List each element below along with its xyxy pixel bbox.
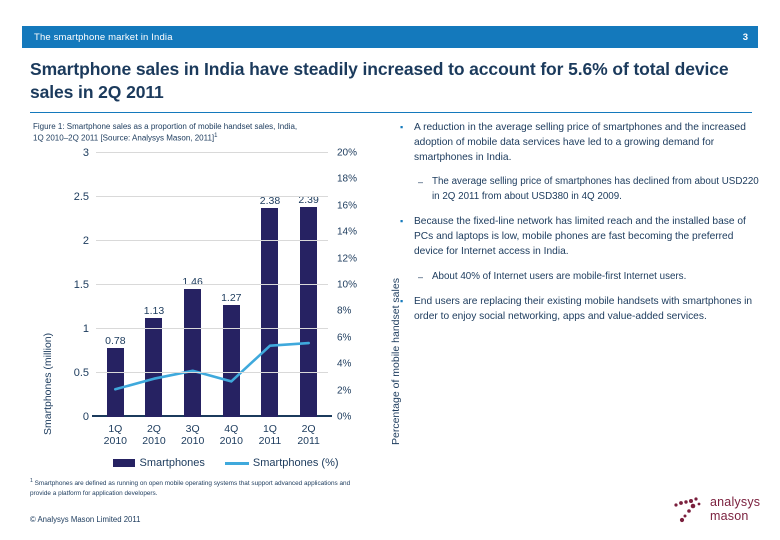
legend-item-line: Smartphones (%) xyxy=(224,457,339,469)
gridline xyxy=(96,196,328,197)
legend-label-line: Smartphones (%) xyxy=(252,457,339,469)
bar-series: 0.78 1.13 1.46 1.27 2.38 2.39 xyxy=(96,153,328,417)
bullet-text: The average selling price of smartphones… xyxy=(432,176,759,202)
bar-column: 1.13 xyxy=(135,153,174,417)
page-number: 3 xyxy=(742,31,748,43)
logo-wordmark-line1: analysys xyxy=(710,495,761,509)
legend-swatch-bar-icon xyxy=(113,459,136,467)
bar-value-label: 1.27 xyxy=(221,292,242,305)
gridline xyxy=(96,240,328,241)
bar xyxy=(300,206,318,417)
bullet: ▪ Because the fixed-line network has limi… xyxy=(400,214,765,259)
y-axis-tick-right: 0% xyxy=(337,411,352,423)
breadcrumb: The smartphone market in India xyxy=(34,31,173,43)
y-axis-tick-right: 10% xyxy=(337,279,358,291)
y-axis-tick-left: 3 xyxy=(82,147,89,159)
header-bar: The smartphone market in India 3 xyxy=(22,26,758,48)
y-axis-tick-left: 0 xyxy=(82,411,89,423)
y-axis-tick-right: 14% xyxy=(337,226,358,238)
y-axis-tick-right: 6% xyxy=(337,332,352,344)
bullet-marker-icon: ▪ xyxy=(400,122,404,132)
bullet-marker-icon: ▪ xyxy=(400,216,404,227)
bullet: ▪ A reduction in the average selling pric… xyxy=(400,120,765,165)
y-axis-tick-right: 12% xyxy=(337,253,358,265)
x-axis-labels: 1Q 2010 2Q 2010 3Q 2010 4Q 2010 1Q 2011 2Q 2011 xyxy=(96,423,328,448)
y-axis-tick-right: 2% xyxy=(337,385,352,397)
y-axis-tick-left: 2.5 xyxy=(73,191,89,203)
bar xyxy=(184,288,202,417)
bullet-text: About 40% of Internet users are mobile-f… xyxy=(432,270,687,282)
bullet: ▪ End users are replacing their existing … xyxy=(400,294,765,324)
y-axis-tick-right: 8% xyxy=(337,305,352,317)
bar xyxy=(261,207,279,417)
page-title: Smartphone sales in India have steadily … xyxy=(30,59,729,103)
bullet-marker-icon: – xyxy=(418,271,424,282)
bar-value-label: 1.13 xyxy=(143,304,165,317)
gridline xyxy=(96,328,328,329)
gridline xyxy=(96,152,328,153)
line-series xyxy=(96,153,328,417)
x-axis-tick-label: 4Q 2010 xyxy=(219,423,243,448)
x-axis-tick-label: 1Q 2010 xyxy=(103,423,127,448)
bar-value-label: 0.78 xyxy=(105,335,126,348)
y-axis-tick-right: 16% xyxy=(337,200,358,212)
footnote-text: Smartphones are defined as running on op… xyxy=(30,480,351,497)
y-axis-tick-right: 4% xyxy=(337,358,352,370)
bullet-text: End users are replacing their existing m… xyxy=(414,296,753,323)
y-axis-tick-left: 1 xyxy=(82,323,89,335)
legend-label-bars: Smartphones xyxy=(139,457,205,469)
bar xyxy=(145,317,163,417)
body-bullets: ▪ A reduction in the average selling pric… xyxy=(400,120,765,334)
y-axis-tick-right: 20% xyxy=(337,147,358,159)
bar xyxy=(106,348,124,417)
bar xyxy=(222,305,240,417)
bar-column: 0.78 xyxy=(96,153,135,417)
footnote-marker: 1 xyxy=(30,478,33,484)
bullet-marker-icon: ▪ xyxy=(400,296,404,307)
figure-caption-line2: 1Q 2010–2Q 2011 [Source: Analysys Mason,… xyxy=(33,134,215,144)
y-axis-tick-left: 1.5 xyxy=(73,279,89,291)
analysys-mason-logo: analysys mason xyxy=(672,495,768,531)
bullet-text: Because the fixed-line network has limit… xyxy=(414,216,746,258)
line-path xyxy=(115,343,308,389)
chart: Smartphones (million) Percentage of mobi… xyxy=(30,145,402,469)
logo-wordmark-line2: mason xyxy=(710,508,749,523)
x-axis-tick-label: 2Q 2011 xyxy=(297,423,320,448)
title-divider xyxy=(30,112,752,113)
sub-bullet: – The average selling price of smartphone… xyxy=(418,175,765,204)
logo-dots-icon xyxy=(674,497,701,523)
figure-caption: Figure 1: Smartphone sales as a proporti… xyxy=(33,121,383,144)
copyright: © Analysys Mason Limited 2011 xyxy=(30,515,141,524)
y-axis-tick-left: 0.5 xyxy=(73,367,89,379)
x-axis-tick-label: 2Q 2010 xyxy=(142,423,166,448)
bar-column: 1.27 xyxy=(212,153,251,417)
legend-item-bars: Smartphones xyxy=(113,457,205,469)
legend-swatch-line-icon xyxy=(224,461,249,465)
y-axis-tick-left: 2 xyxy=(82,235,89,247)
bar-value-label: 2.38 xyxy=(259,194,281,207)
gridline xyxy=(96,372,328,373)
bullet-text: A reduction in the average selling price… xyxy=(414,122,746,164)
bullet-marker-icon: – xyxy=(418,177,424,188)
x-axis-tick-label: 1Q 2011 xyxy=(258,423,282,448)
bar-column: 2.38 xyxy=(251,153,290,417)
gridline xyxy=(96,284,328,285)
figure-caption-footnote-marker: 1 xyxy=(214,133,218,140)
x-axis-line xyxy=(92,414,332,417)
y-axis-label-left: Smartphones (million) xyxy=(42,332,54,435)
sub-bullet: – About 40% of Internet users are mobile-… xyxy=(418,270,765,285)
figure-caption-line1: Figure 1: Smartphone sales as a proporti… xyxy=(33,122,298,131)
footnote: 1 Smartphones are defined as running on … xyxy=(30,478,360,498)
chart-legend: Smartphones Smartphones (%) xyxy=(96,457,356,469)
plot-area: 0.78 1.13 1.46 1.27 2.38 2.39 0 0.5 1 1.5 2 2.5 3 0%… xyxy=(74,147,357,423)
logo-wordmark: analysys mason xyxy=(710,495,761,523)
x-axis-tick-label: 3Q 2010 xyxy=(180,423,205,448)
y-axis-tick-right: 18% xyxy=(337,173,358,185)
